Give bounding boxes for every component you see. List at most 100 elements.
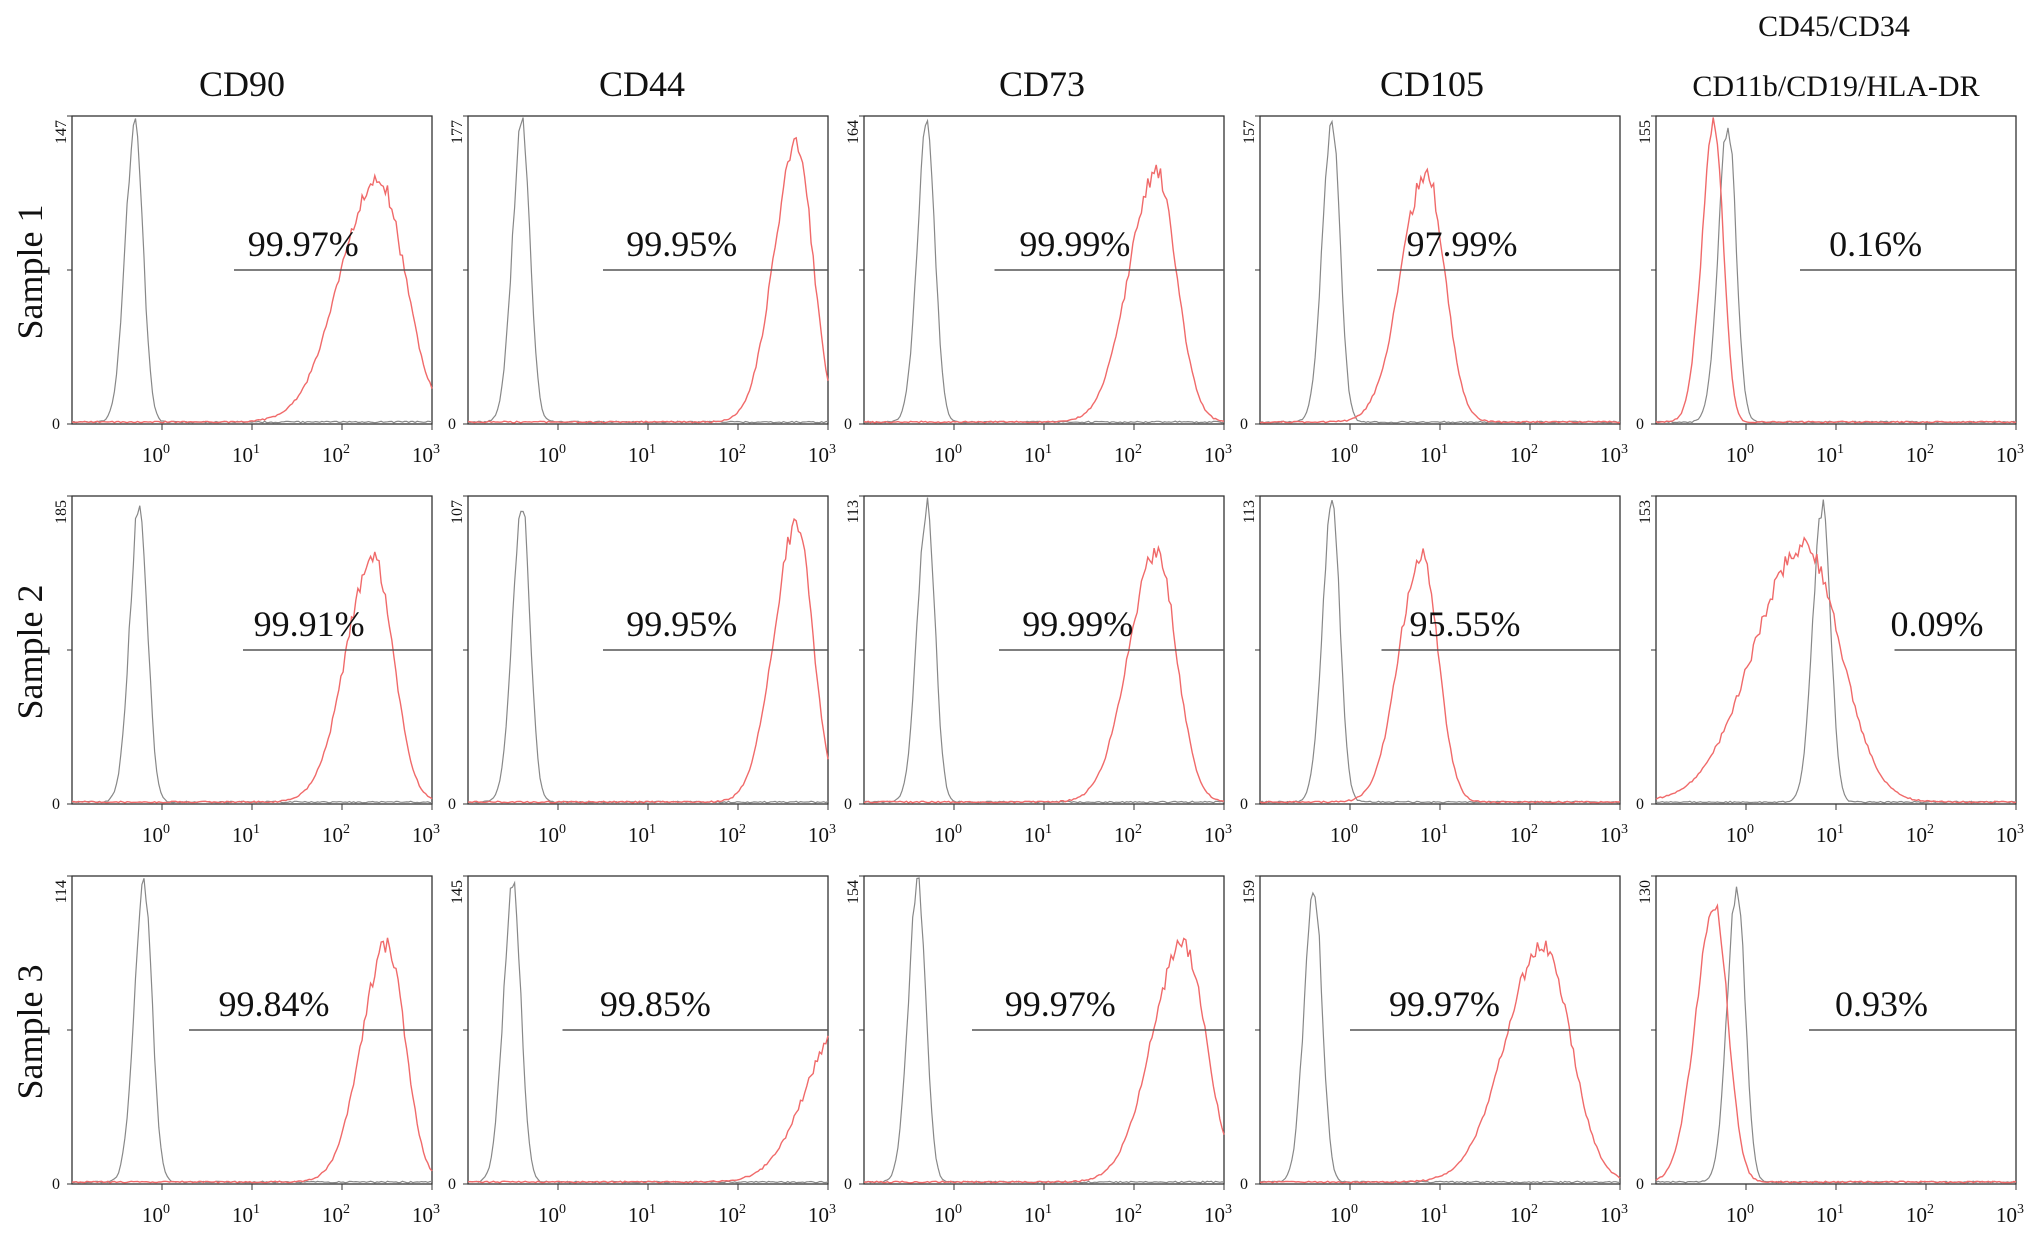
- x-tick-label: 100: [1330, 442, 1358, 467]
- x-tick-exponent: 0: [559, 822, 566, 837]
- x-tick-exponent: 0: [955, 822, 962, 837]
- percent-positive-label: 99.95%: [626, 604, 737, 644]
- x-tick-label: 100: [1726, 822, 1754, 847]
- y-max-label: 107: [449, 500, 466, 524]
- x-tick-label: 100: [934, 822, 962, 847]
- column-title-line-2: CD11b/CD19/HLA-DR: [1692, 70, 1979, 103]
- column-title: CD105: [1380, 64, 1484, 104]
- x-tick-exponent: 1: [253, 1202, 260, 1217]
- percent-positive-label: 0.93%: [1835, 984, 1928, 1024]
- marker-stain-histogram: [863, 937, 1225, 1184]
- x-tick-exponent: 0: [163, 442, 170, 457]
- x-tick-label: 101: [232, 442, 260, 467]
- y-max-label: 113: [845, 500, 862, 523]
- x-tick-exponent: 2: [1531, 1202, 1538, 1217]
- x-tick-label: 103: [1996, 1202, 2024, 1227]
- y-zero-label: 0: [1636, 796, 1644, 813]
- percent-positive-label: 97.99%: [1407, 224, 1518, 264]
- percent-positive-label: 99.97%: [1005, 984, 1116, 1024]
- x-tick-label: 102: [1510, 442, 1538, 467]
- x-tick-label: 103: [1600, 442, 1628, 467]
- x-tick-exponent: 1: [1045, 442, 1052, 457]
- x-tick-exponent: 0: [559, 442, 566, 457]
- x-tick-label: 102: [322, 442, 350, 467]
- x-tick-label: 100: [142, 1202, 170, 1227]
- x-tick-exponent: 2: [343, 442, 350, 457]
- x-tick-exponent: 0: [163, 822, 170, 837]
- percent-positive-label: 99.85%: [600, 984, 711, 1024]
- y-max-label: 177: [449, 120, 466, 144]
- x-tick-exponent: 0: [1351, 822, 1358, 837]
- x-tick-exponent: 0: [1747, 442, 1754, 457]
- x-tick-label: 100: [934, 1202, 962, 1227]
- x-tick-label: 100: [538, 1202, 566, 1227]
- x-tick-exponent: 2: [1135, 442, 1142, 457]
- percent-positive-label: 99.95%: [626, 224, 737, 264]
- x-tick-exponent: 1: [1045, 1202, 1052, 1217]
- x-tick-exponent: 2: [1927, 442, 1934, 457]
- column-title: CD90: [199, 64, 285, 104]
- column-title-line-1: CD45/CD34: [1758, 10, 1910, 43]
- row-label: Sample 3: [10, 965, 50, 1100]
- x-tick-exponent: 1: [1045, 822, 1052, 837]
- percent-positive-label: 95.55%: [1409, 604, 1520, 644]
- marker-stain-histogram: [1655, 536, 2017, 804]
- x-tick-exponent: 1: [649, 822, 656, 837]
- x-tick-exponent: 1: [1441, 1202, 1448, 1217]
- x-tick-label: 100: [1330, 1202, 1358, 1227]
- x-tick-exponent: 1: [649, 1202, 656, 1217]
- x-tick-exponent: 3: [2017, 1202, 2024, 1217]
- x-tick-label: 102: [322, 822, 350, 847]
- x-tick-label: 100: [1330, 822, 1358, 847]
- x-tick-label: 101: [1420, 822, 1448, 847]
- x-tick-exponent: 3: [829, 1202, 836, 1217]
- y-zero-label: 0: [844, 1176, 852, 1193]
- x-tick-label: 101: [1420, 1202, 1448, 1227]
- x-tick-exponent: 0: [955, 442, 962, 457]
- y-zero-label: 0: [1240, 1176, 1248, 1193]
- x-tick-label: 101: [628, 442, 656, 467]
- x-tick-exponent: 2: [1927, 1202, 1934, 1217]
- x-tick-exponent: 1: [649, 442, 656, 457]
- marker-stain-histogram: [1259, 548, 1621, 804]
- marker-stain-histogram: [467, 1035, 829, 1184]
- x-tick-label: 100: [1726, 442, 1754, 467]
- marker-stain-histogram: [71, 937, 433, 1184]
- isotype-control-histogram: [468, 880, 829, 1184]
- x-tick-exponent: 0: [1351, 1202, 1358, 1217]
- x-tick-exponent: 1: [1441, 822, 1448, 837]
- y-max-label: 114: [53, 880, 70, 903]
- y-max-label: 164: [845, 120, 862, 144]
- x-tick-label: 102: [1114, 1202, 1142, 1227]
- marker-stain-histogram: [1655, 117, 2017, 424]
- percent-positive-label: 99.99%: [1019, 224, 1130, 264]
- x-tick-label: 101: [1816, 442, 1844, 467]
- x-tick-label: 100: [142, 822, 170, 847]
- x-tick-exponent: 3: [829, 822, 836, 837]
- x-tick-exponent: 3: [1225, 822, 1232, 837]
- x-tick-label: 103: [808, 822, 836, 847]
- isotype-control-histogram: [72, 118, 433, 424]
- marker-stain-histogram: [467, 136, 829, 424]
- x-tick-label: 102: [718, 1202, 746, 1227]
- x-tick-label: 103: [808, 1202, 836, 1227]
- isotype-control-histogram: [1655, 499, 2017, 804]
- x-tick-exponent: 2: [343, 1202, 350, 1217]
- percent-positive-label: 99.97%: [248, 224, 359, 264]
- marker-stain-histogram: [1259, 940, 1621, 1184]
- x-tick-exponent: 3: [2017, 442, 2024, 457]
- x-tick-exponent: 2: [1531, 822, 1538, 837]
- x-tick-exponent: 3: [2017, 822, 2024, 837]
- x-tick-exponent: 3: [1621, 822, 1628, 837]
- x-tick-label: 103: [1204, 442, 1232, 467]
- isotype-control-histogram: [468, 510, 829, 804]
- y-max-label: 185: [53, 500, 70, 524]
